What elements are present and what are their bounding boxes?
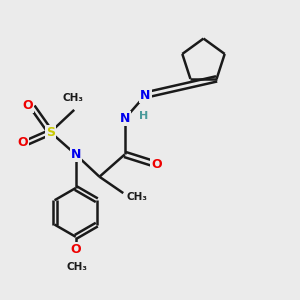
Text: CH₃: CH₃: [62, 93, 83, 103]
Text: CH₃: CH₃: [127, 192, 148, 202]
Text: S: S: [46, 126, 55, 139]
Text: CH₃: CH₃: [67, 262, 88, 272]
Text: O: O: [23, 99, 34, 112]
Text: O: O: [70, 243, 81, 256]
Text: N: N: [119, 112, 130, 125]
Text: O: O: [151, 158, 162, 171]
Text: O: O: [17, 136, 28, 149]
Text: N: N: [70, 148, 81, 161]
Text: H: H: [139, 111, 148, 122]
Text: N: N: [140, 88, 151, 101]
